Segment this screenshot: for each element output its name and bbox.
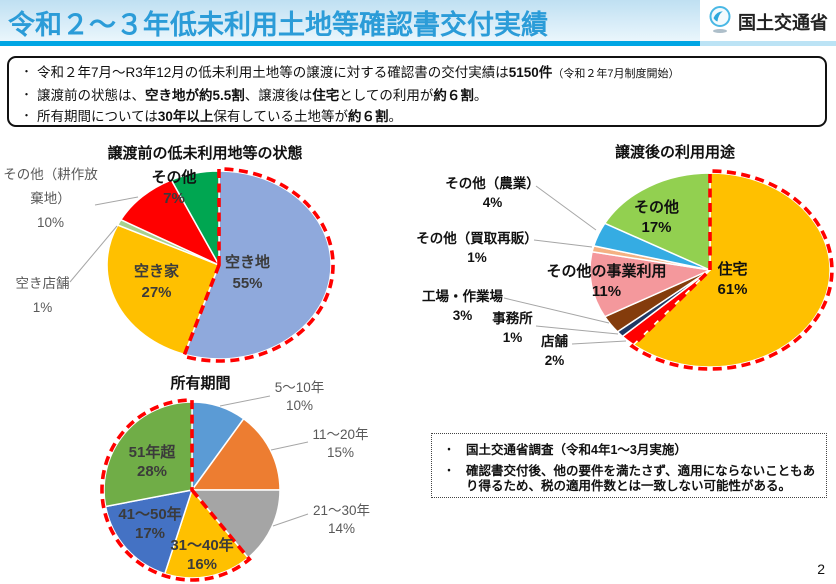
- slice-label-akitempo: 空き店舗 1%: [15, 276, 70, 315]
- pie-chart-before-state: [69, 167, 335, 363]
- highlight-dashed-outline: [181, 167, 335, 363]
- leader-lines: [69, 196, 139, 283]
- pie-slice-1: [106, 224, 220, 356]
- bullet-icon: ・: [21, 89, 32, 101]
- summary-text: 令和２年7月～R3年12月の低未利用土地等の譲渡に対する確認書の交付実績は515…: [37, 65, 680, 80]
- slice-label-jutaku: 住宅 61%: [717, 261, 748, 298]
- note-box: ・ 国土交通省調査（令和4年1～3月実施） ・ 確認書交付後、他の要件を満たさず…: [431, 433, 827, 498]
- slice-label-jigyo: その他の事業利用 11%: [546, 263, 667, 300]
- slice-label-51over: 51年超 28%: [128, 444, 176, 480]
- pie-slice-0: [183, 170, 332, 360]
- slice-label-11-20: 11～20年 15%: [312, 427, 369, 460]
- slice-label-kaitori: その他（買取再販） 1%: [416, 231, 538, 265]
- ministry-logo: 国土交通省: [707, 5, 828, 39]
- bullet-icon: ・: [21, 66, 32, 78]
- pie-slice-0: [632, 172, 831, 368]
- pie-slice-4: [589, 251, 711, 318]
- slice-label-akiya: 空き家 27%: [133, 263, 179, 301]
- slice-label-akichi: 空き地 55%: [224, 254, 270, 292]
- summary-line-1: ・ 令和２年7月～R3年12月の低未利用土地等の譲渡に対する確認書の交付実績は5…: [21, 62, 817, 85]
- summary-text: 所有期間については30年以上保有している土地等が約６割。: [37, 109, 402, 124]
- summary-text: 譲渡前の状態は、空き地が約5.5割、譲渡後は住宅としての利用が約６割。: [37, 88, 488, 103]
- bullet-icon: ・: [21, 110, 32, 122]
- slice-label-41-50: 41～50年 17%: [118, 506, 182, 542]
- pie-chart-after-use: [503, 169, 834, 371]
- pie-slices: [106, 167, 335, 363]
- slice-label-tempo: 店舗 2%: [541, 334, 568, 368]
- highlight-dashed-outline: [100, 398, 252, 582]
- slice-label-kojo: 工場・作業場 3%: [422, 289, 503, 323]
- note-line-1: ・ 国土交通省調査（令和4年1～3月実施）: [444, 443, 818, 459]
- summary-box: ・ 令和２年7月～R3年12月の低未利用土地等の譲渡に対する確認書の交付実績は5…: [7, 56, 827, 127]
- highlight-dashed-outline: [629, 169, 834, 371]
- ministry-name: 国土交通省: [738, 13, 828, 33]
- note-text: 確認書交付後、他の要件を満たさず、適用にならないこともあり得るため、税の適用件数…: [466, 463, 816, 494]
- pie-slices: [589, 169, 834, 371]
- slice-label-nogyo: その他（農業） 4%: [445, 176, 540, 210]
- slice-label-5-10: 5～10年 10%: [274, 380, 325, 413]
- chart-title-after-use: 譲渡後の利用用途: [614, 144, 735, 161]
- pie-slice-5: [103, 401, 193, 508]
- mlit-logo-icon: [707, 5, 733, 39]
- header-underline-light: [700, 41, 836, 46]
- leader-lines: [219, 395, 309, 527]
- bullet-icon: ・: [444, 445, 454, 456]
- chart-title-period: 所有期間: [170, 375, 231, 392]
- pie-slices: [100, 398, 281, 582]
- slice-label-21-30: 21～30年 14%: [312, 503, 371, 536]
- bullet-icon: ・: [444, 465, 454, 477]
- chart-title-before-state: 譲渡前の低未利用地等の状態: [107, 145, 303, 162]
- pie-slice-1: [191, 418, 281, 491]
- header-underline: [0, 41, 700, 46]
- note-line-2: ・ 確認書交付後、他の要件を満たさず、適用にならないこともあり得るため、税の適用…: [444, 464, 818, 495]
- slice-label-31-40: 31～40年 16%: [170, 537, 234, 573]
- summary-line-2: ・ 譲渡前の状態は、空き地が約5.5割、譲渡後は住宅としての利用が約６割。: [21, 85, 817, 106]
- slice-label-kosaku: その他（耕作放棄地） 10%: [3, 167, 98, 230]
- pie-slice-7: [604, 172, 711, 271]
- note-text: 国土交通省調査（令和4年1～3月実施）: [466, 443, 687, 457]
- title-bar: [0, 0, 700, 41]
- pie-slice-4: [104, 489, 193, 575]
- pie-chart-period: [100, 395, 309, 582]
- summary-line-3: ・ 所有期間については30年以上保有している土地等が約６割。: [21, 106, 817, 127]
- page-number: 2: [817, 561, 825, 577]
- slice-label-jimusho: 事務所 1%: [492, 311, 533, 345]
- leader-lines: [503, 185, 627, 345]
- slice-label-sonota17: その他 17%: [633, 199, 679, 236]
- pie-slice-2: [191, 489, 281, 559]
- slice-label-sonota7: その他 7%: [151, 169, 197, 207]
- page-title: 令和２～３年低未利用土地等確認書交付実績: [8, 10, 548, 40]
